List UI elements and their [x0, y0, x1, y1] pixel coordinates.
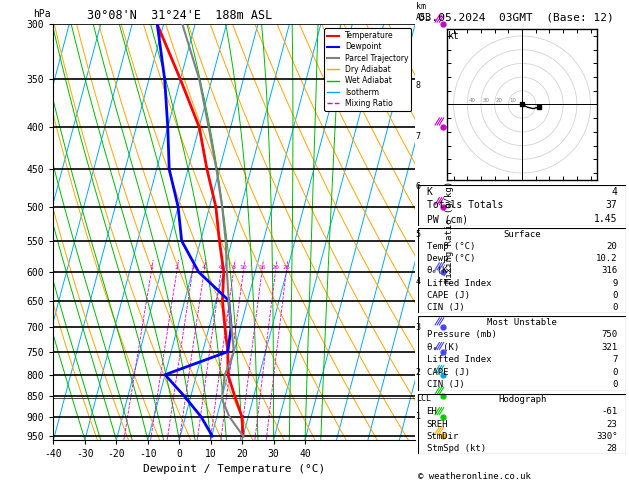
- Text: 4: 4: [202, 265, 206, 270]
- Text: 8: 8: [231, 265, 235, 270]
- Text: 40: 40: [469, 98, 476, 103]
- Text: Most Unstable: Most Unstable: [487, 318, 557, 327]
- Text: 0: 0: [612, 381, 618, 389]
- Text: θₑ (K): θₑ (K): [426, 343, 459, 352]
- Text: 6: 6: [219, 265, 223, 270]
- Text: 3: 3: [191, 265, 194, 270]
- Text: EH: EH: [426, 407, 437, 417]
- Text: 10.2: 10.2: [596, 254, 618, 263]
- Text: 1: 1: [149, 265, 153, 270]
- Text: 37: 37: [606, 200, 618, 210]
- Text: kt: kt: [448, 31, 460, 41]
- Text: SREH: SREH: [426, 419, 448, 429]
- Text: 1: 1: [416, 412, 421, 421]
- Text: 2: 2: [416, 368, 421, 377]
- Text: 6: 6: [416, 182, 421, 191]
- Text: 5: 5: [416, 230, 421, 239]
- Text: StmSpd (kt): StmSpd (kt): [426, 444, 486, 453]
- Title: 30°08'N  31°24'E  188m ASL: 30°08'N 31°24'E 188m ASL: [87, 9, 273, 22]
- Text: CIN (J): CIN (J): [426, 303, 464, 312]
- Text: 3: 3: [416, 323, 421, 332]
- Text: 0: 0: [612, 291, 618, 300]
- Text: 8: 8: [416, 81, 421, 90]
- Text: PW (cm): PW (cm): [426, 214, 468, 224]
- Text: 7: 7: [612, 355, 618, 364]
- Text: LCL: LCL: [416, 394, 431, 403]
- Text: 23: 23: [607, 419, 618, 429]
- Text: Hodograph: Hodograph: [498, 395, 546, 404]
- Text: 15: 15: [258, 265, 265, 270]
- Text: 28: 28: [607, 444, 618, 453]
- Text: Mixing Ratio (g/kg): Mixing Ratio (g/kg): [445, 181, 454, 283]
- Text: Temp (°C): Temp (°C): [426, 242, 475, 251]
- Text: 316: 316: [601, 266, 618, 276]
- Text: 330°: 330°: [596, 432, 618, 441]
- Text: Totals Totals: Totals Totals: [426, 200, 503, 210]
- Text: Dewp (°C): Dewp (°C): [426, 254, 475, 263]
- Text: 30: 30: [482, 98, 489, 103]
- Text: Lifted Index: Lifted Index: [426, 278, 491, 288]
- Text: θₑ(K): θₑ(K): [426, 266, 454, 276]
- Text: 7: 7: [416, 132, 421, 141]
- Text: 4: 4: [416, 277, 421, 286]
- Text: K: K: [426, 187, 433, 196]
- Text: CAPE (J): CAPE (J): [426, 291, 470, 300]
- Text: km
ASL: km ASL: [416, 2, 431, 22]
- Text: 0: 0: [612, 303, 618, 312]
- Text: 750: 750: [601, 330, 618, 339]
- Text: 321: 321: [601, 343, 618, 352]
- Text: StmDir: StmDir: [426, 432, 459, 441]
- Text: 20: 20: [607, 242, 618, 251]
- Text: CAPE (J): CAPE (J): [426, 368, 470, 377]
- Text: 0: 0: [612, 368, 618, 377]
- Text: -61: -61: [601, 407, 618, 417]
- Text: 9: 9: [612, 278, 618, 288]
- Text: Lifted Index: Lifted Index: [426, 355, 491, 364]
- Text: 4: 4: [611, 187, 618, 196]
- Text: CIN (J): CIN (J): [426, 381, 464, 389]
- Text: 25: 25: [282, 265, 290, 270]
- Text: Surface: Surface: [503, 230, 541, 239]
- Text: © weatheronline.co.uk: © weatheronline.co.uk: [418, 472, 531, 481]
- Text: 20: 20: [272, 265, 279, 270]
- Text: 2: 2: [175, 265, 179, 270]
- X-axis label: Dewpoint / Temperature (°C): Dewpoint / Temperature (°C): [143, 465, 325, 474]
- Text: 10: 10: [509, 98, 517, 103]
- Text: hPa: hPa: [33, 9, 50, 19]
- Legend: Temperature, Dewpoint, Parcel Trajectory, Dry Adiabat, Wet Adiabat, Isotherm, Mi: Temperature, Dewpoint, Parcel Trajectory…: [324, 28, 411, 111]
- Text: 20: 20: [496, 98, 503, 103]
- Text: Pressure (mb): Pressure (mb): [426, 330, 496, 339]
- Text: 03.05.2024  03GMT  (Base: 12): 03.05.2024 03GMT (Base: 12): [418, 12, 614, 22]
- Text: 1.45: 1.45: [594, 214, 618, 224]
- Text: 10: 10: [240, 265, 247, 270]
